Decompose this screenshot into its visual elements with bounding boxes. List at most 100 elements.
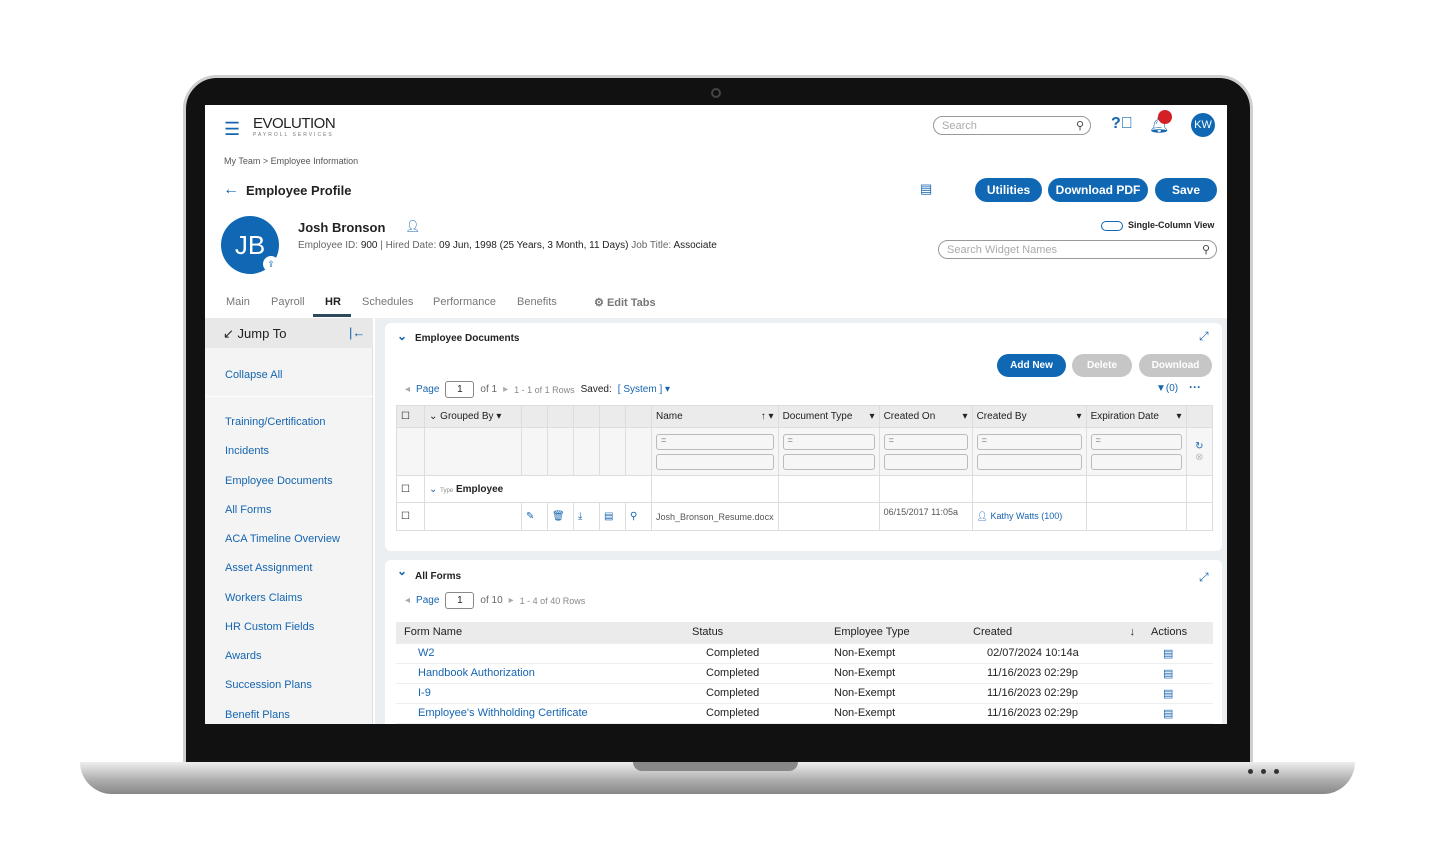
help-icon[interactable]: ?⃝: [1111, 115, 1133, 132]
tab-performance[interactable]: Performance: [433, 296, 496, 308]
sidebar-item[interactable]: Training/Certification: [225, 416, 326, 428]
sidebar-item[interactable]: Workers Claims: [225, 592, 303, 604]
type-filter-operator[interactable]: =: [782, 433, 875, 450]
employee-documents-widget: ⌄ Employee Documents ⤢ Add New Delete Do…: [385, 323, 1222, 551]
collapse-sidebar-icon[interactable]: |←: [349, 325, 366, 340]
sidebar-item[interactable]: ACA Timeline Overview: [225, 533, 340, 545]
form-status: Completed: [684, 643, 826, 664]
row-checkbox[interactable]: ☐: [396, 502, 425, 531]
collapse-all-link[interactable]: Collapse All: [225, 369, 283, 381]
edit-employee-icon[interactable]: 👤︎: [405, 219, 421, 233]
tab-payroll[interactable]: Payroll: [271, 296, 305, 308]
form-link[interactable]: I-9: [418, 687, 431, 699]
global-search-input[interactable]: Search ⚲: [933, 116, 1091, 135]
back-arrow-icon[interactable]: ←: [223, 181, 239, 198]
sidebar-item[interactable]: Succession Plans: [225, 679, 312, 691]
view-form-icon[interactable]: ▤: [1143, 643, 1213, 664]
name-filter-input[interactable]: [656, 453, 774, 470]
group-checkbox[interactable]: ☐: [396, 475, 425, 503]
column-employee-type[interactable]: Employee Type: [826, 622, 965, 644]
sidebar-item[interactable]: Employee Documents: [225, 475, 333, 487]
single-column-toggle[interactable]: [1101, 221, 1123, 231]
expand-icon[interactable]: ⤢: [1199, 329, 1209, 343]
column-form-name[interactable]: Form Name: [396, 622, 684, 644]
created-by-filter-operator[interactable]: =: [976, 433, 1082, 450]
sidebar-item[interactable]: Awards: [225, 650, 262, 662]
created-by-filter-input[interactable]: [976, 453, 1082, 470]
created-on-filter-input[interactable]: [883, 453, 968, 470]
user-avatar[interactable]: KW: [1191, 113, 1215, 137]
column-created-by[interactable]: Created By ▾: [971, 405, 1087, 428]
download-pdf-button[interactable]: Download PDF: [1048, 178, 1148, 202]
column-created[interactable]: Created ↓: [965, 622, 1143, 644]
download-button[interactable]: Download: [1139, 354, 1212, 377]
page-input[interactable]: 1: [445, 592, 475, 609]
chevron-down-icon[interactable]: ⌄: [397, 329, 408, 343]
trash-icon[interactable]: 🗑︎: [547, 502, 574, 531]
expand-icon[interactable]: ⤢: [1199, 570, 1209, 584]
jump-to-sidebar: ↙ Jump To |← Collapse All Training/Certi…: [205, 318, 373, 724]
delete-button[interactable]: Delete: [1072, 354, 1132, 377]
save-button[interactable]: Save: [1155, 178, 1217, 202]
sidebar-item[interactable]: HR Custom Fields: [225, 621, 315, 633]
column-expiration-date[interactable]: Expiration Date ▾: [1085, 405, 1187, 428]
page-input[interactable]: 1: [445, 381, 475, 398]
form-link[interactable]: Handbook Authorization: [418, 667, 535, 679]
form-link[interactable]: W2: [418, 647, 435, 659]
created-date: 02/07/2024 10:14a: [965, 643, 1143, 664]
hamburger-menu-icon[interactable]: ☰: [224, 119, 241, 139]
search-icon[interactable]: ⚲: [625, 502, 652, 531]
upload-photo-icon[interactable]: ⇪: [263, 256, 279, 272]
sidebar-item[interactable]: Benefit Plans: [225, 709, 290, 721]
breadcrumb[interactable]: My Team > Employee Information: [224, 156, 359, 166]
select-all-checkbox[interactable]: ☐: [396, 405, 425, 428]
view-form-icon[interactable]: ▤: [1143, 703, 1213, 724]
edit-tabs-button[interactable]: ⚙ Edit Tabs: [594, 296, 656, 309]
created-on: 06/15/2017 11:05a: [878, 502, 973, 531]
column-grouped-by[interactable]: ⌄ Grouped By ▾: [424, 405, 522, 428]
next-page-icon[interactable]: ▸: [503, 384, 509, 395]
sidebar-item[interactable]: Asset Assignment: [225, 562, 313, 574]
expiration-filter-operator[interactable]: =: [1090, 433, 1182, 450]
tab-schedules[interactable]: Schedules: [362, 296, 414, 308]
utilities-button[interactable]: Utilities: [975, 178, 1042, 202]
logo-text: EVOLUTION: [253, 115, 336, 132]
tab-hr[interactable]: HR: [325, 296, 341, 308]
clear-filter-icon[interactable]: ⊗: [1195, 451, 1204, 463]
filter-row: = = = = = ↻ ⊗: [396, 427, 1214, 476]
next-page-icon[interactable]: ▸: [508, 595, 514, 606]
filter-button[interactable]: ▼(0): [1156, 383, 1179, 394]
saved-view-value: [ System ]: [617, 384, 663, 395]
saved-view-dropdown[interactable]: [ System ] ▾: [617, 384, 671, 395]
chevron-down-icon[interactable]: ⌄: [397, 564, 408, 578]
created-by-link[interactable]: 👤︎ Kathy Watts (100): [971, 502, 1087, 531]
name-filter-operator[interactable]: =: [656, 433, 774, 450]
column-name[interactable]: Name ↑ ▾: [651, 405, 779, 428]
type-filter-input[interactable]: [782, 453, 875, 470]
column-document-type[interactable]: Document Type ▾: [777, 405, 880, 428]
download-icon[interactable]: ⤓: [573, 502, 600, 531]
view-form-icon[interactable]: ▤: [1143, 683, 1213, 704]
add-new-button[interactable]: Add New: [997, 354, 1066, 377]
created-on-filter-operator[interactable]: =: [883, 433, 968, 450]
sidebar-item[interactable]: All Forms: [225, 504, 272, 516]
prev-page-icon[interactable]: ◂: [405, 384, 411, 395]
view-form-icon[interactable]: ▤: [1143, 663, 1213, 684]
column-created-on[interactable]: Created On ▾: [878, 405, 973, 428]
tab-benefits[interactable]: Benefits: [517, 296, 557, 308]
widget-search-input[interactable]: Search Widget Names ⚲: [938, 240, 1217, 259]
tab-main[interactable]: Main: [226, 296, 250, 308]
expiration-filter-input[interactable]: [1090, 453, 1182, 470]
form-link[interactable]: Employee's Withholding Certificate: [418, 707, 588, 719]
reset-filter-icon[interactable]: ↻: [1195, 440, 1204, 452]
more-options-icon[interactable]: ···: [1189, 380, 1201, 394]
sidebar-item[interactable]: Incidents: [225, 445, 270, 457]
preview-document-icon[interactable]: ▤: [599, 502, 626, 531]
edit-icon[interactable]: ✎: [521, 502, 548, 531]
chevron-down-icon[interactable]: ⌄: [429, 483, 438, 495]
column-status[interactable]: Status: [684, 622, 826, 644]
comments-icon[interactable]: ▤: [920, 181, 933, 196]
logo[interactable]: EVOLUTION PAYROLL SERVICES: [253, 115, 336, 138]
group-row: ☐ ⌄ Type Employee: [396, 475, 1214, 503]
prev-page-icon[interactable]: ◂: [405, 595, 411, 606]
